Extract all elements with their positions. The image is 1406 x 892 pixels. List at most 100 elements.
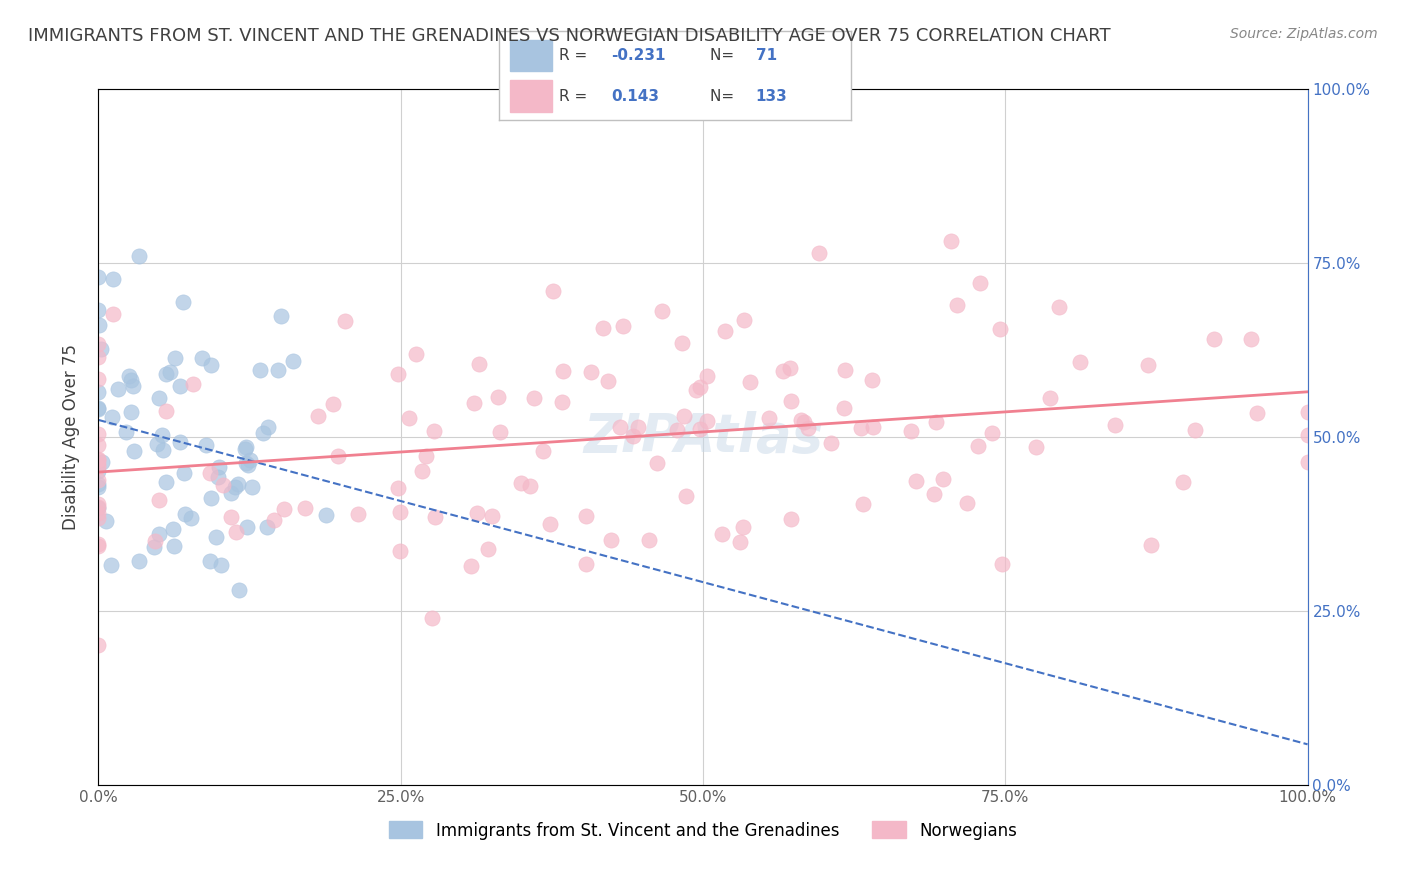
Point	[228, 583, 250, 598]
Point	[405, 347, 427, 361]
Point	[1069, 355, 1091, 369]
Point	[1296, 428, 1319, 442]
Point	[468, 357, 491, 371]
Point	[122, 444, 145, 458]
Point	[240, 480, 263, 494]
Text: 71: 71	[756, 48, 778, 62]
Point	[169, 435, 191, 450]
Point	[790, 412, 813, 426]
Point	[148, 527, 170, 541]
Point	[460, 559, 482, 574]
Point	[673, 409, 696, 424]
Point	[155, 475, 177, 489]
Point	[239, 453, 262, 467]
Point	[550, 395, 572, 409]
Point	[87, 511, 110, 525]
Point	[422, 424, 444, 438]
Point	[1296, 455, 1319, 469]
Point	[263, 513, 285, 527]
Point	[733, 520, 755, 534]
Point	[87, 452, 110, 467]
Point	[1025, 441, 1047, 455]
Point	[87, 453, 110, 467]
Point	[87, 350, 110, 364]
Point	[315, 508, 337, 523]
Point	[1184, 423, 1206, 437]
Point	[115, 425, 138, 439]
Point	[87, 457, 110, 471]
Point	[637, 533, 659, 547]
Point	[233, 442, 256, 456]
Point	[87, 336, 110, 351]
Point	[87, 459, 110, 474]
Point	[190, 351, 212, 365]
Point	[107, 382, 129, 396]
Point	[851, 421, 873, 435]
Point	[200, 491, 222, 506]
Point	[162, 522, 184, 536]
Point	[212, 478, 235, 492]
Point	[90, 455, 112, 469]
Point	[267, 362, 290, 376]
Text: R =: R =	[560, 89, 592, 103]
Point	[900, 424, 922, 438]
Point	[90, 343, 112, 357]
Point	[209, 558, 232, 573]
Bar	[510, 80, 551, 112]
Point	[128, 554, 150, 568]
Point	[281, 354, 304, 368]
Point	[118, 368, 141, 383]
Point	[675, 489, 697, 503]
Point	[671, 335, 693, 350]
Point	[238, 458, 260, 473]
Point	[235, 440, 257, 454]
Point	[797, 421, 820, 435]
Point	[969, 276, 991, 290]
Point	[194, 438, 217, 452]
Point	[252, 426, 274, 441]
Point	[531, 443, 554, 458]
Point	[169, 379, 191, 393]
Point	[991, 557, 1014, 571]
Point	[832, 401, 855, 415]
Point	[946, 298, 969, 312]
Text: -0.231: -0.231	[612, 48, 666, 62]
Point	[333, 313, 356, 327]
Point	[94, 514, 117, 528]
Point	[152, 443, 174, 458]
Point	[579, 365, 602, 379]
Point	[779, 361, 801, 376]
Point	[780, 393, 803, 408]
Point	[666, 423, 689, 437]
Point	[696, 368, 718, 383]
Point	[249, 363, 271, 377]
Point	[925, 415, 948, 429]
Point	[219, 486, 242, 500]
Point	[696, 414, 718, 428]
Point	[87, 638, 110, 652]
Point	[420, 611, 443, 625]
Point	[120, 405, 142, 419]
Point	[685, 383, 707, 397]
Point	[87, 506, 110, 520]
Point	[981, 425, 1004, 440]
Point	[1246, 406, 1268, 420]
Point	[1296, 405, 1319, 419]
Point	[150, 428, 173, 442]
Point	[609, 419, 631, 434]
Point	[477, 542, 499, 557]
Point	[733, 312, 755, 326]
Point	[575, 558, 598, 572]
Point	[956, 496, 979, 510]
Point	[551, 364, 574, 378]
Point	[922, 487, 945, 501]
Point	[100, 409, 122, 424]
Point	[273, 501, 295, 516]
Point	[87, 401, 110, 415]
Point	[87, 384, 110, 399]
Point	[155, 367, 177, 381]
Point	[651, 304, 673, 318]
Point	[143, 533, 166, 548]
Point	[121, 379, 143, 393]
Point	[163, 539, 186, 553]
